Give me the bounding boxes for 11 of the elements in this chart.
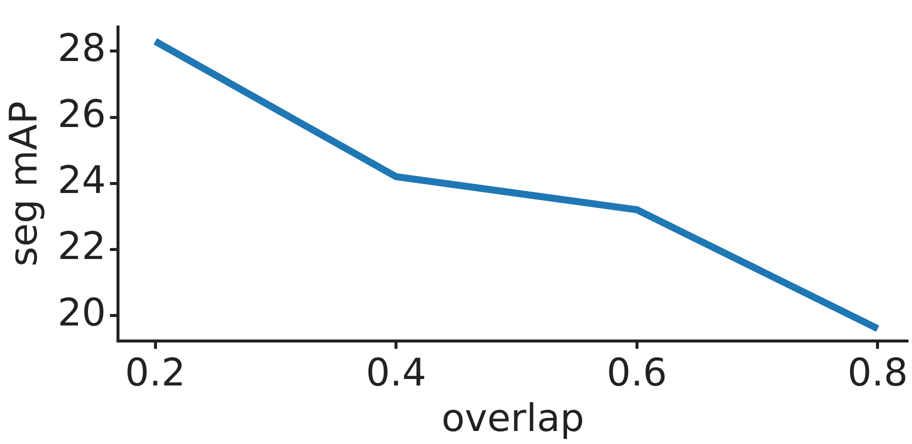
- y-tick-label: 20: [58, 290, 106, 334]
- y-tick-label: 22: [58, 224, 106, 268]
- x-tick-label: 0.2: [125, 350, 186, 394]
- y-tick-label: 28: [58, 26, 106, 70]
- x-tick-label: 0.4: [366, 350, 426, 394]
- x-axis-title: overlap: [442, 396, 584, 440]
- x-tick-label: 0.6: [606, 350, 668, 394]
- y-tick-label: 26: [58, 92, 106, 136]
- y-tick-label: 24: [58, 158, 106, 202]
- y-axis-title: seg mAP: [2, 101, 46, 266]
- x-tick-label: 0.8: [847, 350, 908, 394]
